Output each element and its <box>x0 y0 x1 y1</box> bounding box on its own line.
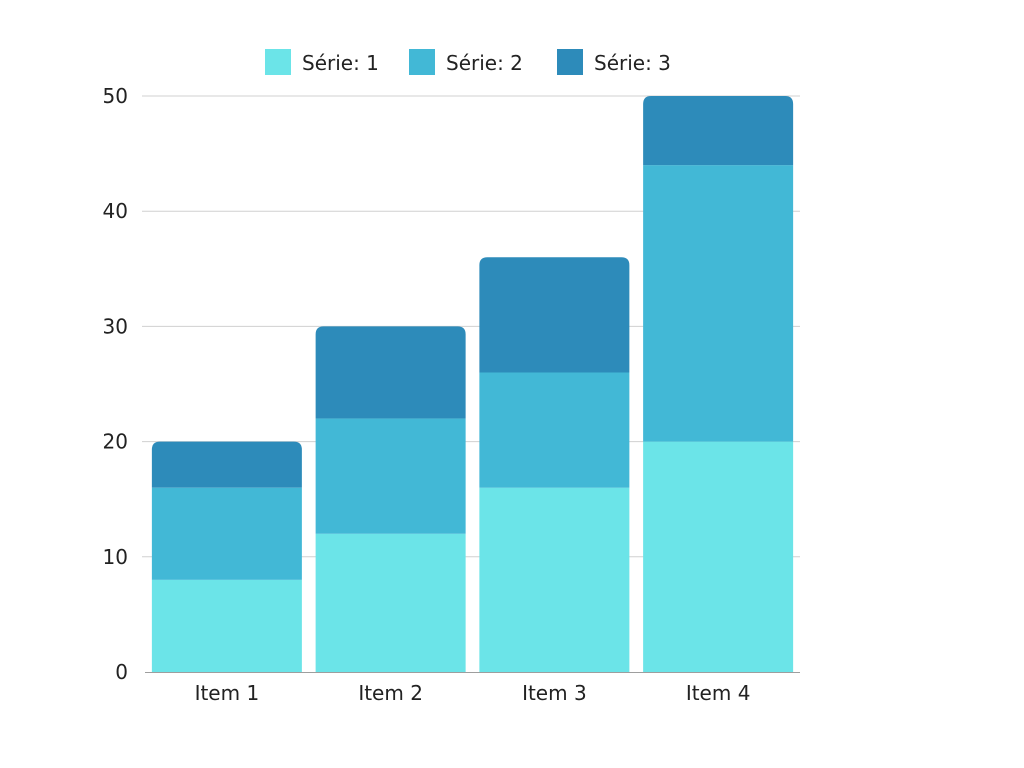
x-category-label-1: Item 1 <box>195 681 260 705</box>
y-tick-label-30: 30 <box>103 314 128 338</box>
legend-label-1: Série: 1 <box>302 51 379 75</box>
y-tick-label-0: 0 <box>115 660 128 684</box>
legend-item-3: Série: 3 <box>557 49 671 75</box>
bars <box>151 96 794 672</box>
bar-1-series-1 <box>151 579 302 672</box>
legend-item-1: Série: 1 <box>265 49 379 75</box>
x-axis: Item 1 Item 2 Item 3 Item 4 <box>145 672 800 705</box>
bar-3-series-3 <box>479 257 630 373</box>
x-category-label-2: Item 2 <box>358 681 423 705</box>
y-axis-ticks: 0 10 20 30 40 50 <box>103 84 128 684</box>
legend-label-3: Série: 3 <box>594 51 671 75</box>
bar-3-series-2 <box>479 372 630 488</box>
bar-4-series-2 <box>643 165 794 442</box>
legend-swatch-1 <box>265 49 291 75</box>
x-category-label-4: Item 4 <box>686 681 751 705</box>
bar-3-series-1 <box>479 487 630 672</box>
legend: Série: 1 Série: 2 Série: 3 <box>265 49 671 75</box>
bar-2-series-2 <box>315 418 466 534</box>
x-category-label-3: Item 3 <box>522 681 587 705</box>
legend-item-2: Série: 2 <box>409 49 523 75</box>
y-tick-label-20: 20 <box>103 430 128 454</box>
y-tick-label-50: 50 <box>103 84 128 108</box>
bar-4-series-1 <box>643 441 794 672</box>
legend-swatch-3 <box>557 49 583 75</box>
bar-1-series-3 <box>151 441 302 488</box>
legend-swatch-2 <box>409 49 435 75</box>
y-tick-label-10: 10 <box>103 545 128 569</box>
bar-2-series-1 <box>315 533 466 672</box>
bar-2-series-3 <box>315 326 466 419</box>
y-tick-label-40: 40 <box>103 199 128 223</box>
bar-4-series-3 <box>643 96 794 166</box>
bar-1-series-2 <box>151 487 302 580</box>
legend-label-2: Série: 2 <box>446 51 523 75</box>
